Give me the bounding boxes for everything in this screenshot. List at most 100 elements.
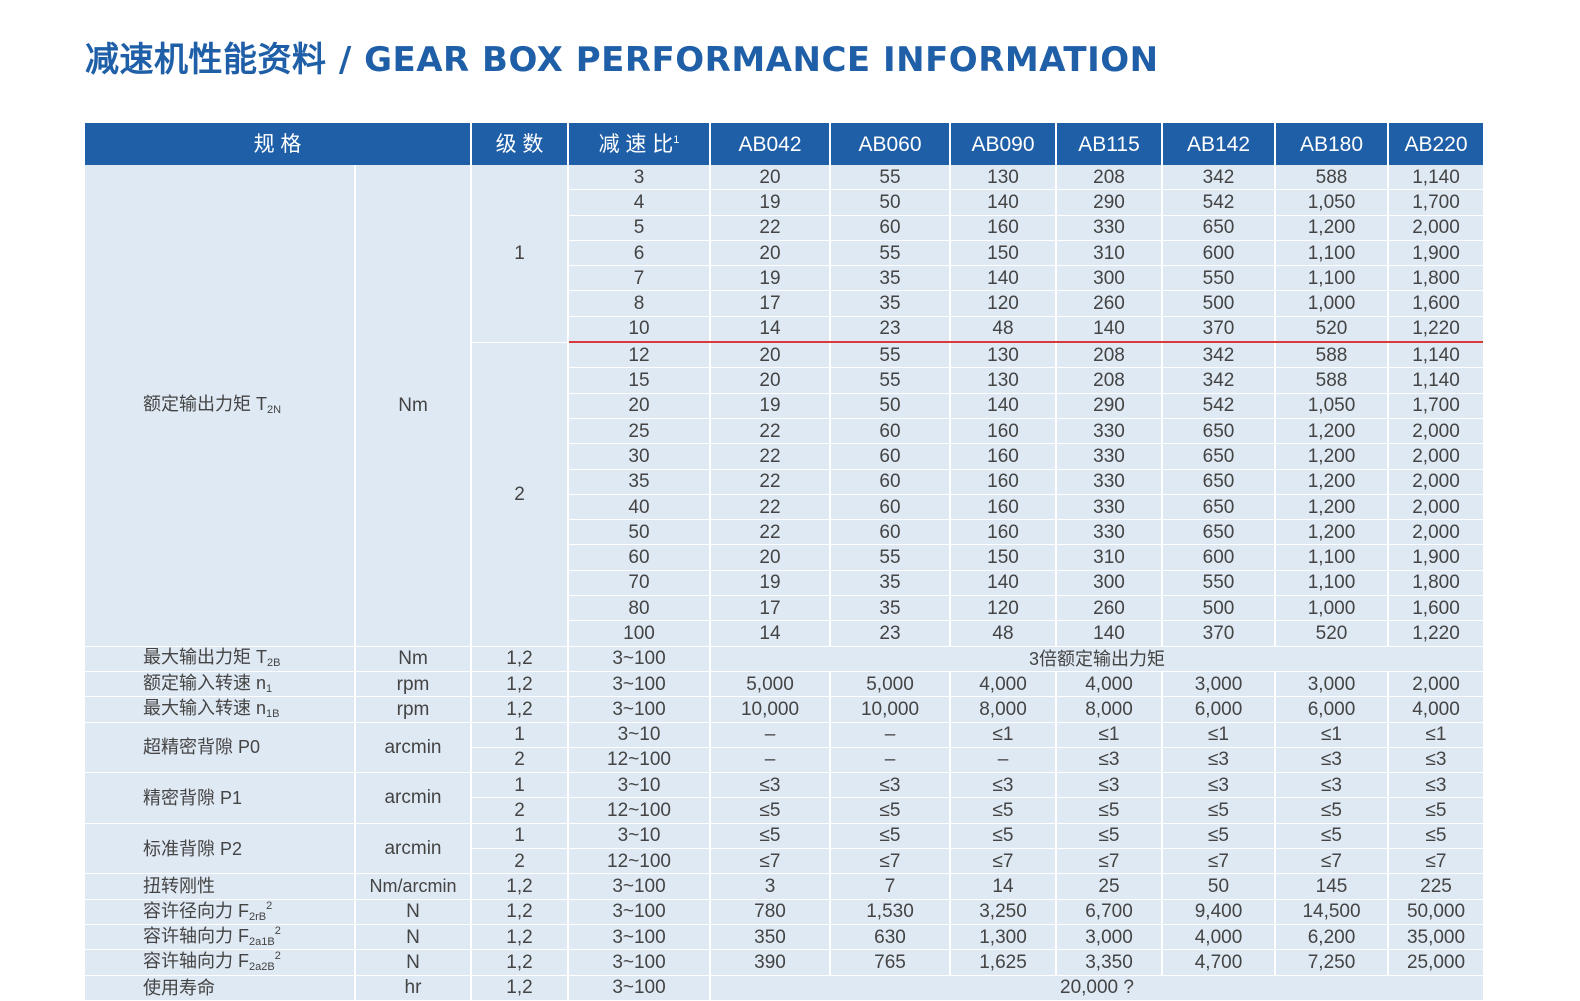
- header-model: AB090: [950, 123, 1057, 165]
- stage-cell: 2: [471, 797, 569, 824]
- value-cell: 22: [710, 519, 831, 546]
- value-cell: 4,000: [1056, 671, 1163, 698]
- header-model: AB042: [710, 123, 831, 165]
- value-cell: 60: [830, 418, 951, 445]
- value-cell: 140: [1056, 620, 1163, 647]
- stage-cell: 1,2: [471, 949, 569, 976]
- value-cell: 22: [710, 443, 831, 470]
- param-label: 扭转刚性: [85, 873, 356, 900]
- table-row: 7 19 35 140 300 550 1,100 1,800: [85, 265, 1483, 292]
- value-cell: 160: [950, 519, 1057, 546]
- value-cell: 550: [1162, 570, 1276, 597]
- value-cell: 588: [1275, 165, 1389, 191]
- value-cell: ≤5: [830, 823, 951, 850]
- ratio-cell: 80: [568, 595, 711, 622]
- value-cell: ≤1: [1162, 722, 1276, 748]
- unit-cell: Nm: [355, 165, 472, 647]
- value-cell: 542: [1162, 189, 1276, 216]
- table-row: 额定输入转速 n1 rpm 1,2 3~100 5,000 5,000 4,000 4,000…: [85, 671, 1483, 698]
- value-cell: 1,900: [1388, 544, 1483, 571]
- value-cell: 330: [1056, 469, 1163, 495]
- value-cell: ≤5: [1388, 797, 1483, 824]
- value-cell: 1,100: [1275, 544, 1389, 571]
- param-label: 超精密背隙 P0: [85, 722, 356, 774]
- ratio-cell: 3~100: [568, 696, 711, 723]
- value-cell: 1,700: [1388, 189, 1483, 216]
- value-cell: ≤7: [1275, 848, 1389, 875]
- table-row: 25 22 60 160 330 650 1,200 2,000: [85, 418, 1483, 445]
- value-cell: 20: [710, 367, 831, 394]
- table-row: 15 20 55 130 208 342 588 1,140: [85, 367, 1483, 394]
- value-cell: 630: [830, 924, 951, 951]
- value-cell: 1,600: [1388, 290, 1483, 317]
- header-ratio: 减 速 比1: [568, 123, 711, 165]
- value-cell: ≤7: [710, 848, 831, 875]
- value-cell: 140: [950, 265, 1057, 292]
- value-cell: 14: [710, 316, 831, 344]
- unit-cell: N: [355, 899, 472, 925]
- value-cell: 588: [1275, 342, 1389, 369]
- value-cell: ≤3: [1056, 747, 1163, 774]
- stage-cell: 1,2: [471, 873, 569, 900]
- table-row: 10 14 23 48 140 370 520 1,220: [85, 316, 1483, 344]
- table-row: 2 12 20 55 130 208 342 588 1,140: [85, 342, 1483, 647]
- value-cell: ≤5: [710, 823, 831, 850]
- ratio-cell: 6: [568, 240, 711, 267]
- value-cell: ≤3: [1275, 747, 1389, 774]
- value-cell: 60: [830, 443, 951, 470]
- value-cell: 1,900: [1388, 240, 1483, 267]
- ratio-cell: 12~100: [568, 797, 711, 824]
- value-cell: 1,600: [1388, 595, 1483, 622]
- value-cell: 55: [830, 240, 951, 267]
- table-row: 4 19 50 140 290 542 1,050 1,700: [85, 189, 1483, 216]
- table-row: 标准背隙 P2 arcmin 1 3~10 ≤5 ≤5 ≤5 ≤5 ≤5 ≤5 ≤5: [85, 823, 1483, 875]
- table-row: 额定输出力矩 T2N Nm 1 3 20 55 130 208 342 588 1,140: [85, 165, 1483, 647]
- value-cell: ≤3: [1388, 747, 1483, 774]
- value-cell: 130: [950, 165, 1057, 191]
- stage-cell: 1,2: [471, 975, 569, 1001]
- value-cell: 19: [710, 570, 831, 597]
- ratio-cell: 3~10: [568, 722, 711, 748]
- value-cell: 55: [830, 342, 951, 369]
- value-cell: 60: [830, 215, 951, 241]
- table-row: 容许径向力 F2rB2 N 1,2 3~100 780 1,530 3,250 6,700 9,…: [85, 899, 1483, 925]
- ratio-cell: 8: [568, 290, 711, 317]
- value-cell: 20: [710, 165, 831, 191]
- stage-cell: 2: [471, 342, 569, 647]
- value-cell: ≤3: [1275, 772, 1389, 799]
- value-cell: 22: [710, 215, 831, 241]
- value-cell: 140: [950, 189, 1057, 216]
- stage-cell: 1,2: [471, 671, 569, 698]
- header-model: AB220: [1388, 123, 1483, 165]
- value-cell: 208: [1056, 367, 1163, 394]
- value-cell: 50: [1162, 873, 1276, 900]
- value-cell: 330: [1056, 519, 1163, 546]
- value-cell: 4,000: [950, 671, 1057, 698]
- value-cell: 370: [1162, 620, 1276, 647]
- value-cell: 390: [710, 949, 831, 976]
- unit-cell: arcmin: [355, 772, 472, 824]
- value-cell: 765: [830, 949, 951, 976]
- ratio-cell: 3~100: [568, 671, 711, 698]
- value-cell: 2,000: [1388, 494, 1483, 521]
- table-row: 扭转刚性 Nm/arcmin 1,2 3~100 3 7 14 25 50 145 225: [85, 873, 1483, 900]
- value-cell: 20: [710, 544, 831, 571]
- ratio-cell: 25: [568, 418, 711, 445]
- value-cell: 2,000: [1388, 443, 1483, 470]
- ratio-cell: 3~100: [568, 873, 711, 900]
- value-cell: 330: [1056, 215, 1163, 241]
- ratio-cell: 3~100: [568, 899, 711, 925]
- value-cell: ≤7: [1388, 848, 1483, 875]
- value-cell: ≤5: [1162, 797, 1276, 824]
- value-cell: 1,300: [950, 924, 1057, 951]
- value-cell: ≤5: [1275, 823, 1389, 850]
- value-cell: 22: [710, 418, 831, 445]
- value-cell: 50: [830, 393, 951, 419]
- ratio-cell: 3~10: [568, 772, 711, 799]
- value-cell: 1,700: [1388, 393, 1483, 419]
- value-cell: 1,530: [830, 899, 951, 925]
- value-cell: 1,140: [1388, 367, 1483, 394]
- value-cell: 6,700: [1056, 899, 1163, 925]
- ratio-cell: 12~100: [568, 747, 711, 774]
- value-cell: 1,200: [1275, 215, 1389, 241]
